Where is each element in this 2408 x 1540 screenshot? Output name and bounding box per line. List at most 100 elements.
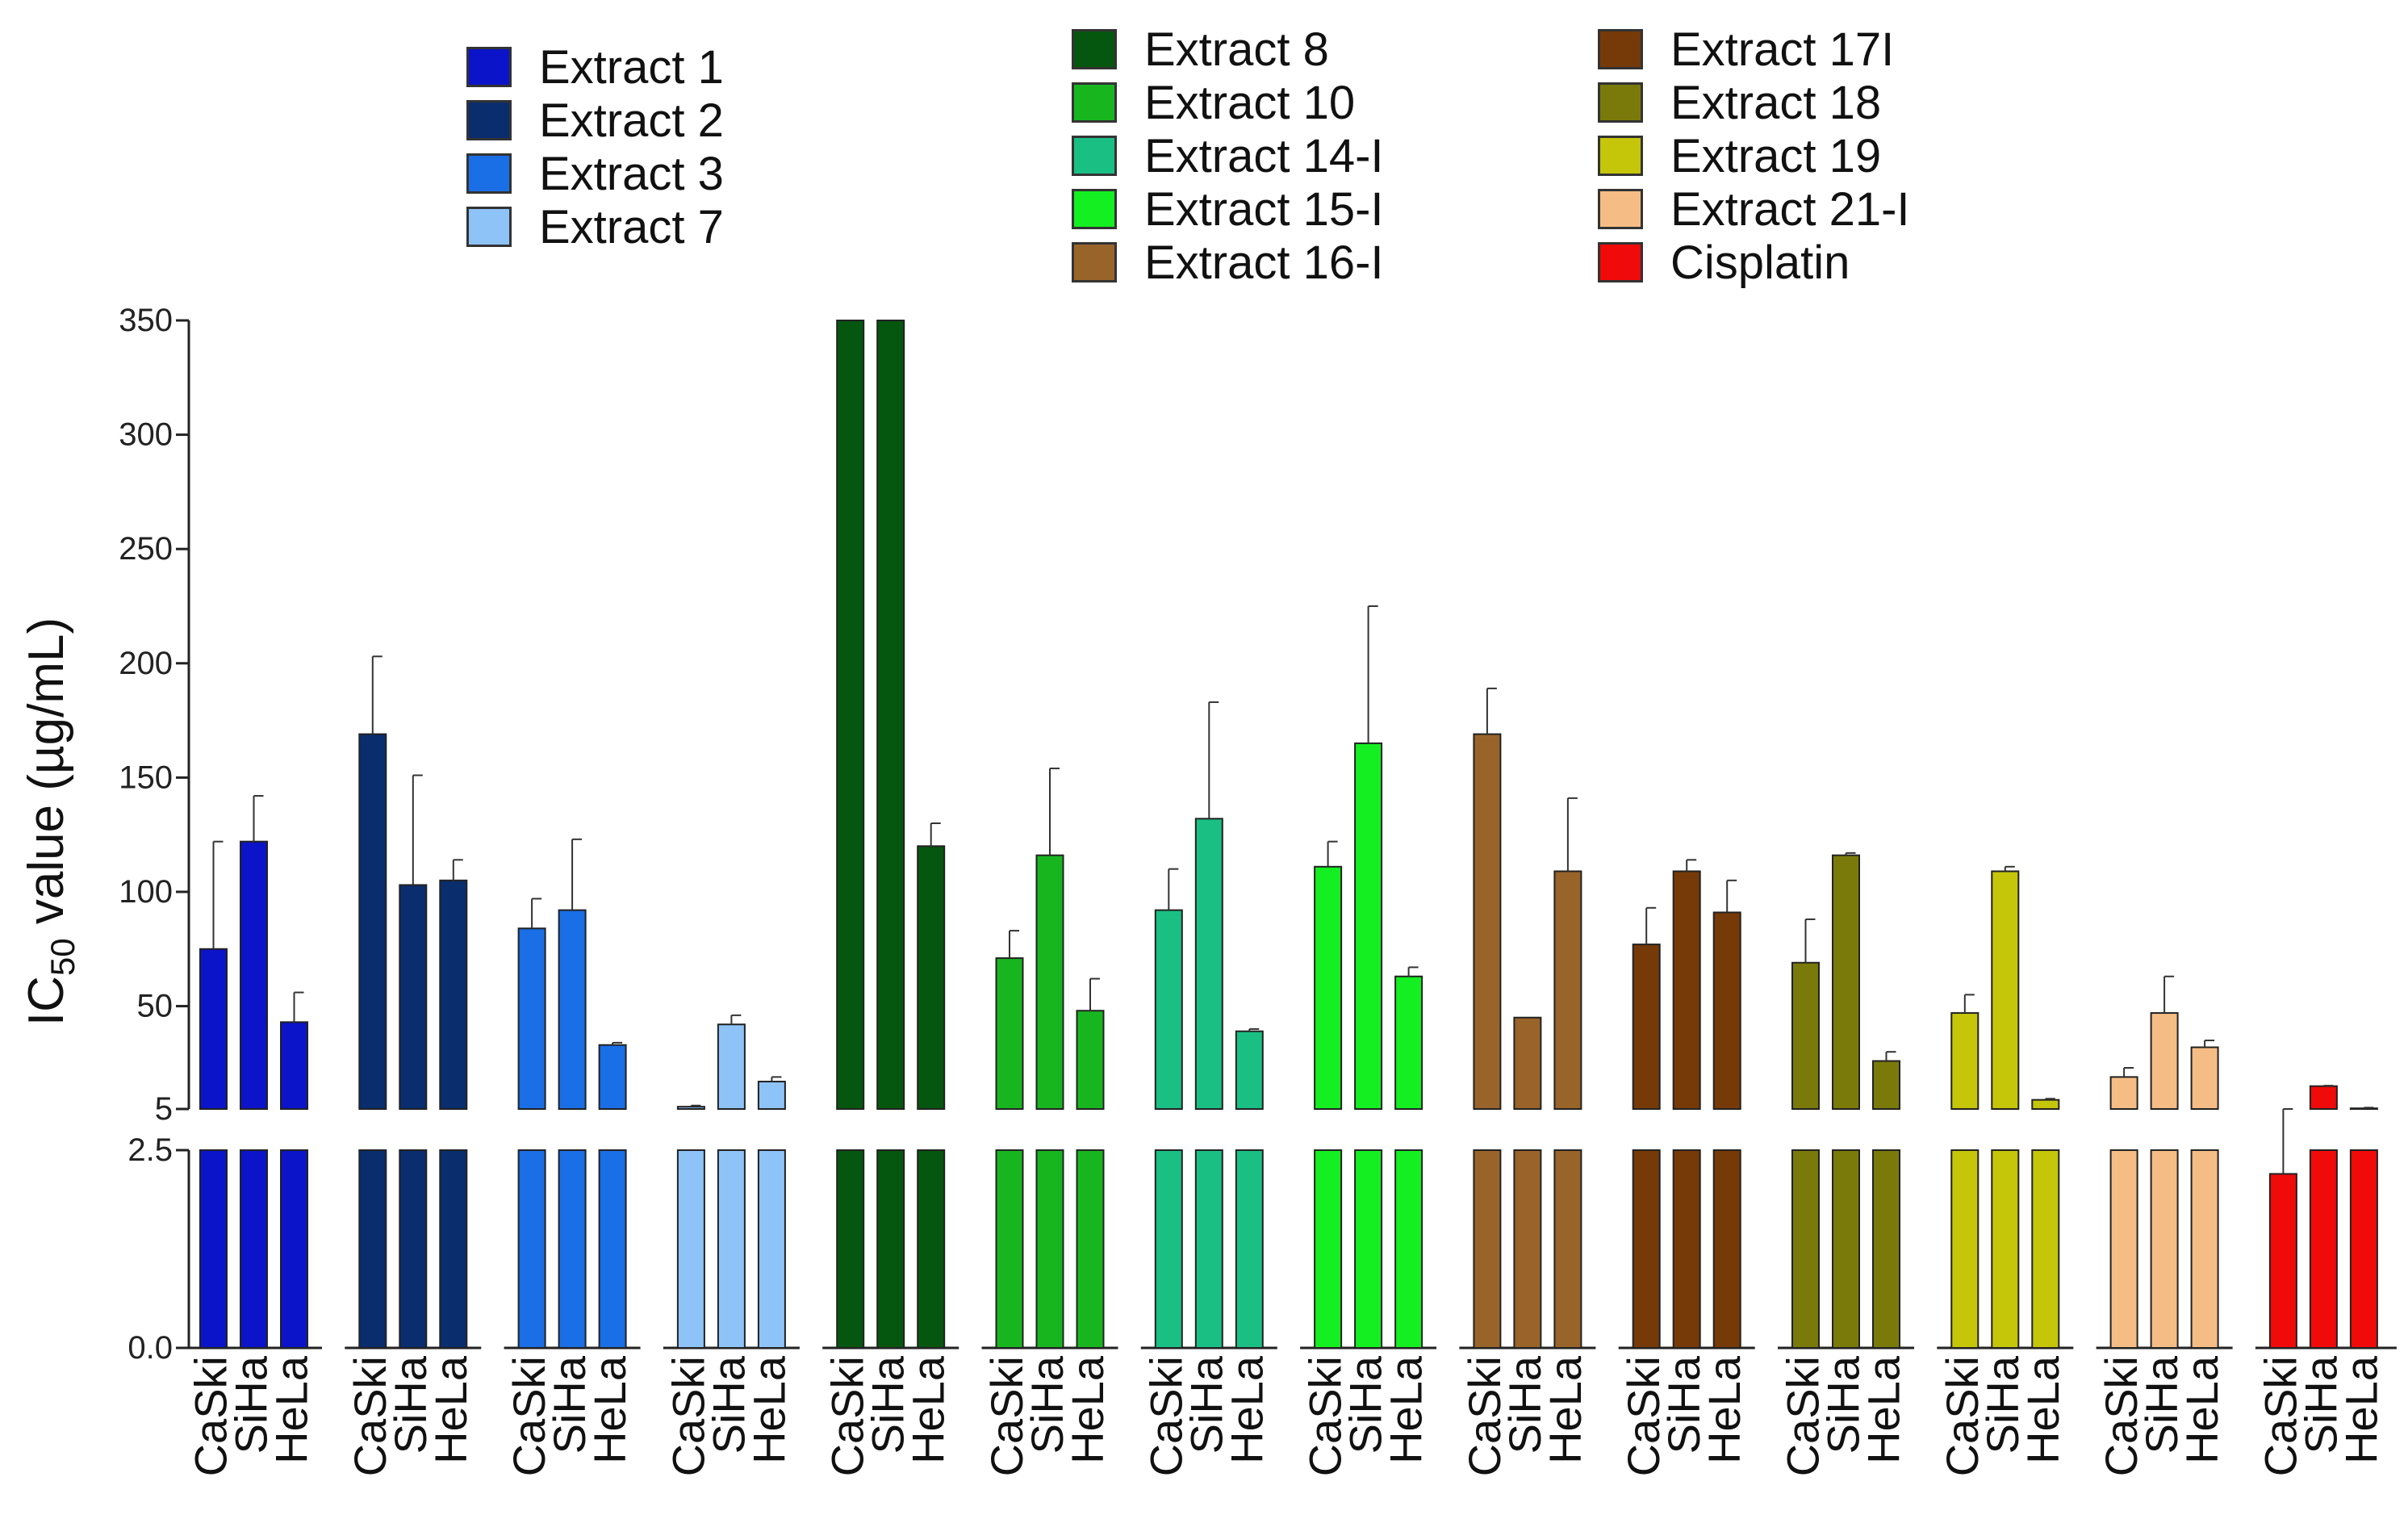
legend-label: Cisplatin [1670, 236, 1850, 289]
x-tick-label: HeLa [1221, 1355, 1272, 1464]
y-tick-label: 100 [119, 874, 173, 910]
bar [757, 1081, 786, 1110]
bar [1672, 1149, 1701, 1349]
bar [2031, 1149, 2060, 1349]
x-tick-label: HeLa [266, 1355, 317, 1464]
legend-item: Extract 14-I [1072, 129, 1384, 182]
bar [2309, 1085, 2338, 1110]
x-tick-label: SiHa [1340, 1355, 1391, 1454]
x-tick-label: SiHa [2136, 1355, 2187, 1454]
legend-label: Extract 10 [1144, 76, 1356, 129]
legend-swatch [1598, 189, 1643, 229]
legend-swatch [1598, 242, 1643, 282]
bar [199, 948, 228, 1110]
x-tick-label: CaSki [345, 1356, 395, 1476]
x-tick-label: SiHa [2295, 1355, 2346, 1454]
bar [1672, 870, 1701, 1110]
bar [876, 1149, 905, 1349]
legend-label: Extract 19 [1670, 129, 1882, 182]
legend-item: Extract 7 [466, 200, 724, 253]
bar [1473, 1149, 1502, 1349]
x-tick-label: SiHa [385, 1355, 436, 1454]
bar [199, 1149, 228, 1349]
legend-item: Cisplatin [1598, 236, 1910, 289]
bar [917, 1149, 946, 1349]
x-tick-label: HeLa [1062, 1355, 1113, 1464]
bar [1235, 1149, 1264, 1349]
bar [1513, 1016, 1542, 1110]
x-tick-label: SiHa [544, 1355, 595, 1454]
bar [1394, 975, 1423, 1111]
legend-item: Extract 21-I [1598, 182, 1910, 236]
legend-swatch [1072, 242, 1117, 282]
legend-label: Extract 21-I [1670, 182, 1910, 236]
bar [358, 733, 387, 1110]
bar [558, 909, 587, 1111]
bar [917, 845, 946, 1111]
x-tick-label: CaSki [981, 1356, 1032, 1476]
bar [1791, 1149, 1820, 1349]
x-tick-label: SiHa [1499, 1355, 1550, 1454]
legend-label: Extract 2 [539, 94, 724, 147]
bar [1872, 1149, 1900, 1349]
x-tick-label: CaSki [1937, 1356, 1988, 1476]
bar [280, 1021, 308, 1111]
bar [1154, 909, 1183, 1111]
bar [676, 1106, 705, 1110]
bar [598, 1149, 627, 1349]
x-tick-label: SiHa [703, 1355, 754, 1454]
bar [1872, 1060, 1900, 1110]
y-axis-title-main: IC [19, 976, 74, 1026]
x-tick-label: SiHa [1818, 1355, 1869, 1454]
bar [1076, 1149, 1105, 1349]
legend-swatch [466, 47, 512, 87]
legend-label: Extract 15-I [1144, 182, 1384, 236]
bar [1194, 818, 1223, 1110]
bar [2031, 1099, 2060, 1111]
x-tick-label: HeLa [1699, 1355, 1750, 1464]
legend-swatch [1598, 136, 1643, 176]
legend-swatch [1072, 189, 1117, 229]
bar [1235, 1030, 1264, 1110]
legend-item: Extract 10 [1072, 76, 1384, 129]
x-tick-label: HeLa [1540, 1355, 1591, 1464]
bar [757, 1149, 786, 1349]
y-tick-label: 200 [119, 646, 173, 681]
bar [517, 927, 546, 1110]
x-tick-label: HeLa [743, 1355, 794, 1464]
x-tick-label: CaSki [1300, 1356, 1351, 1476]
bar [1712, 1149, 1741, 1349]
x-tick-label: SiHa [1181, 1355, 1231, 1454]
y-tick-label: 50 [137, 989, 173, 1024]
bar [2109, 1149, 2138, 1349]
bar [1991, 870, 2020, 1110]
x-tick-label: CaSki [1140, 1356, 1191, 1476]
legend-label: Extract 14-I [1144, 129, 1384, 182]
x-tick-label: SiHa [1977, 1355, 2028, 1454]
bar [1950, 1149, 1979, 1349]
bar [1553, 1149, 1582, 1349]
legend-label: Extract 1 [539, 40, 724, 94]
bar [1354, 1149, 1383, 1349]
bar [2109, 1076, 2138, 1111]
x-tick-label: SiHa [226, 1355, 277, 1454]
y-tick-label: 300 [119, 417, 173, 453]
x-tick-label: HeLa [2176, 1355, 2227, 1464]
bar [439, 1149, 468, 1349]
bar [1632, 944, 1661, 1111]
legend-swatch [1598, 29, 1643, 69]
bar [1513, 1149, 1542, 1349]
x-tick-label: HeLa [1858, 1355, 1909, 1464]
x-tick-label: SiHa [1022, 1355, 1072, 1454]
bar [2349, 1149, 2378, 1349]
bar [1035, 854, 1064, 1111]
